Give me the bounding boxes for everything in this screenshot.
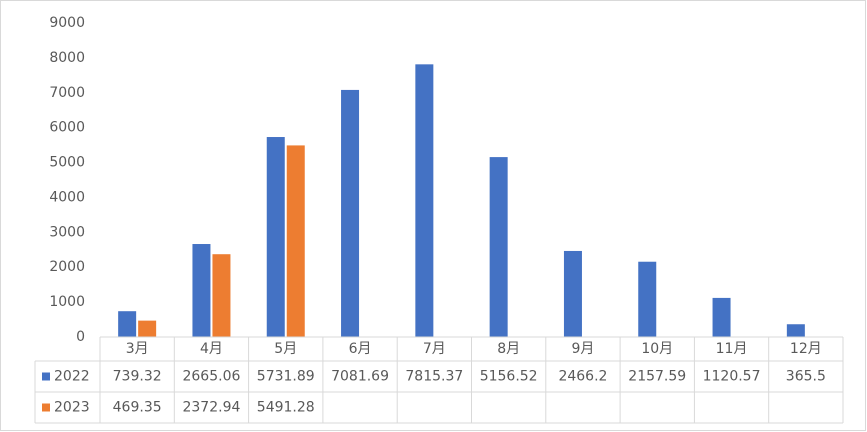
table-value: 5156.52 [480, 369, 538, 385]
x-tick-label: 6月 [349, 341, 372, 357]
bar [192, 244, 211, 337]
table-value: 739.32 [113, 369, 162, 385]
bar [415, 64, 434, 338]
legend-label: 2022 [54, 369, 90, 385]
legend-key [42, 403, 50, 412]
table-value: 2372.94 [182, 400, 240, 416]
x-tick-label: 12月 [790, 341, 822, 357]
y-tick-label: 2000 [49, 259, 85, 275]
table-value: 365.5 [786, 369, 826, 385]
x-tick-label: 7月 [423, 341, 446, 357]
bar [138, 320, 157, 337]
bar [118, 311, 137, 337]
bar [638, 261, 657, 337]
x-tick-label: 10月 [641, 341, 673, 357]
bar [286, 145, 305, 337]
bar [563, 250, 582, 337]
table-value: 5491.28 [257, 400, 315, 416]
y-tick-label: 1000 [49, 294, 85, 310]
table-value: 7081.69 [331, 369, 389, 385]
bar [266, 137, 285, 337]
table-value: 2665.06 [182, 369, 240, 385]
table-value: 2157.59 [628, 369, 686, 385]
y-tick-label: 3000 [49, 224, 85, 240]
y-tick-label: 5000 [49, 155, 85, 171]
table-value: 5731.89 [257, 369, 315, 385]
bar [786, 324, 805, 337]
y-tick-label: 6000 [49, 120, 85, 136]
table-value: 1120.57 [703, 369, 761, 385]
x-tick-label: 5月 [274, 341, 297, 357]
legend-label: 2023 [54, 400, 90, 416]
legend-key [42, 372, 50, 381]
table-value: 2466.2 [558, 369, 607, 385]
y-tick-label: 7000 [49, 85, 85, 101]
table-value: 7815.37 [405, 369, 463, 385]
x-tick-label: 8月 [497, 341, 520, 357]
x-tick-label: 4月 [200, 341, 223, 357]
y-tick-label: 9000 [49, 15, 85, 31]
table-value: 469.35 [113, 400, 162, 416]
x-tick-label: 3月 [126, 341, 149, 357]
y-tick-label: 8000 [49, 50, 85, 66]
y-tick-label: 0 [76, 329, 85, 345]
bar [489, 157, 508, 337]
x-tick-label: 9月 [571, 341, 594, 357]
x-tick-label: 11月 [716, 341, 748, 357]
bar [712, 297, 731, 337]
bar [341, 89, 360, 337]
y-tick-label: 4000 [49, 189, 85, 205]
bar [212, 254, 231, 337]
